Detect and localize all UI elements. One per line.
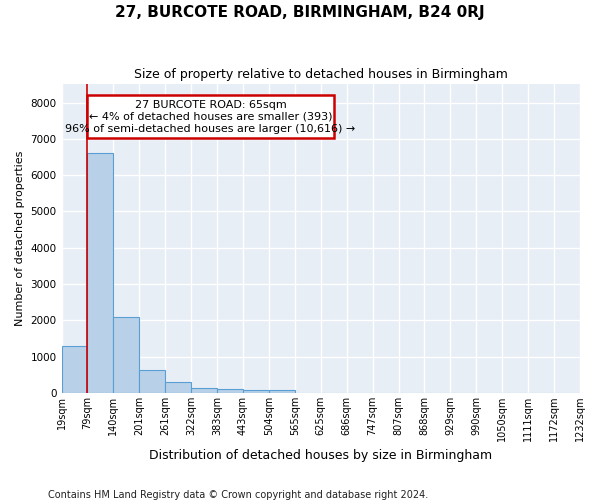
Bar [217,390,243,393]
X-axis label: Distribution of detached houses by size in Birmingham: Distribution of detached houses by size … [149,450,493,462]
Bar [113,316,139,393]
Bar [88,96,334,138]
Bar [269,390,295,393]
Bar [243,390,269,393]
Bar [191,388,217,393]
Text: 96% of semi-detached houses are larger (10,616) →: 96% of semi-detached houses are larger (… [65,124,356,134]
Text: Contains HM Land Registry data © Crown copyright and database right 2024.: Contains HM Land Registry data © Crown c… [48,490,428,500]
Text: 27 BURCOTE ROAD: 65sqm: 27 BURCOTE ROAD: 65sqm [135,100,286,110]
Y-axis label: Number of detached properties: Number of detached properties [15,151,25,326]
Bar [88,154,113,393]
Text: 27, BURCOTE ROAD, BIRMINGHAM, B24 0RJ: 27, BURCOTE ROAD, BIRMINGHAM, B24 0RJ [115,5,485,20]
Bar [165,382,191,393]
Bar [62,346,88,393]
Text: ← 4% of detached houses are smaller (393): ← 4% of detached houses are smaller (393… [89,112,332,122]
Title: Size of property relative to detached houses in Birmingham: Size of property relative to detached ho… [134,68,508,80]
Bar [139,370,165,393]
